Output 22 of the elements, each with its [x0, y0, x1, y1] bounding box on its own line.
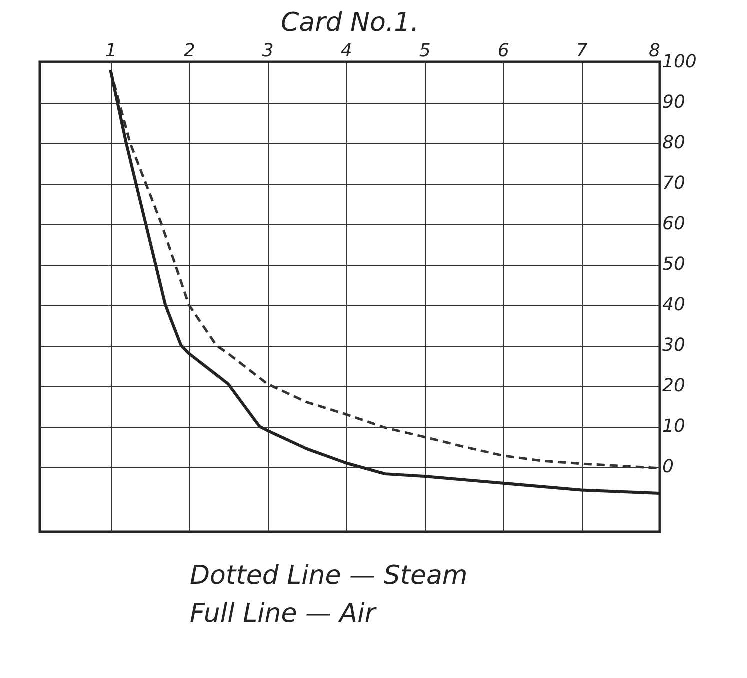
- y-tick-label: 50: [662, 254, 686, 276]
- chart-title: Card No.1.: [281, 8, 419, 38]
- y-tick-label: 0: [662, 456, 674, 478]
- x-tick-label: 8: [649, 40, 660, 62]
- x-tick-label: 4: [340, 40, 352, 62]
- x-tick-label: 6: [498, 40, 510, 62]
- x-tick-label: 5: [419, 40, 431, 62]
- text: Dotted Line — Steam: [190, 560, 469, 593]
- y-tick-label: 70: [662, 173, 686, 194]
- y-tick-label: 100: [662, 52, 697, 72]
- x-tick-label: 3: [262, 40, 274, 62]
- x-tick-label: 2: [184, 40, 196, 62]
- y-tick-label: 90: [662, 92, 686, 114]
- y-tick-label: 40: [662, 294, 686, 316]
- text: Full Line — Air: [190, 598, 378, 631]
- y-tick-label: 10: [662, 416, 686, 438]
- x-tick-label: 7: [576, 40, 588, 62]
- y-tick-label: 30: [662, 335, 686, 356]
- y-tick-label: 20: [662, 376, 686, 397]
- y-tick-label: 60: [662, 214, 686, 235]
- y-tick-label: 80: [662, 132, 686, 154]
- x-tick-label: 1: [105, 40, 117, 62]
